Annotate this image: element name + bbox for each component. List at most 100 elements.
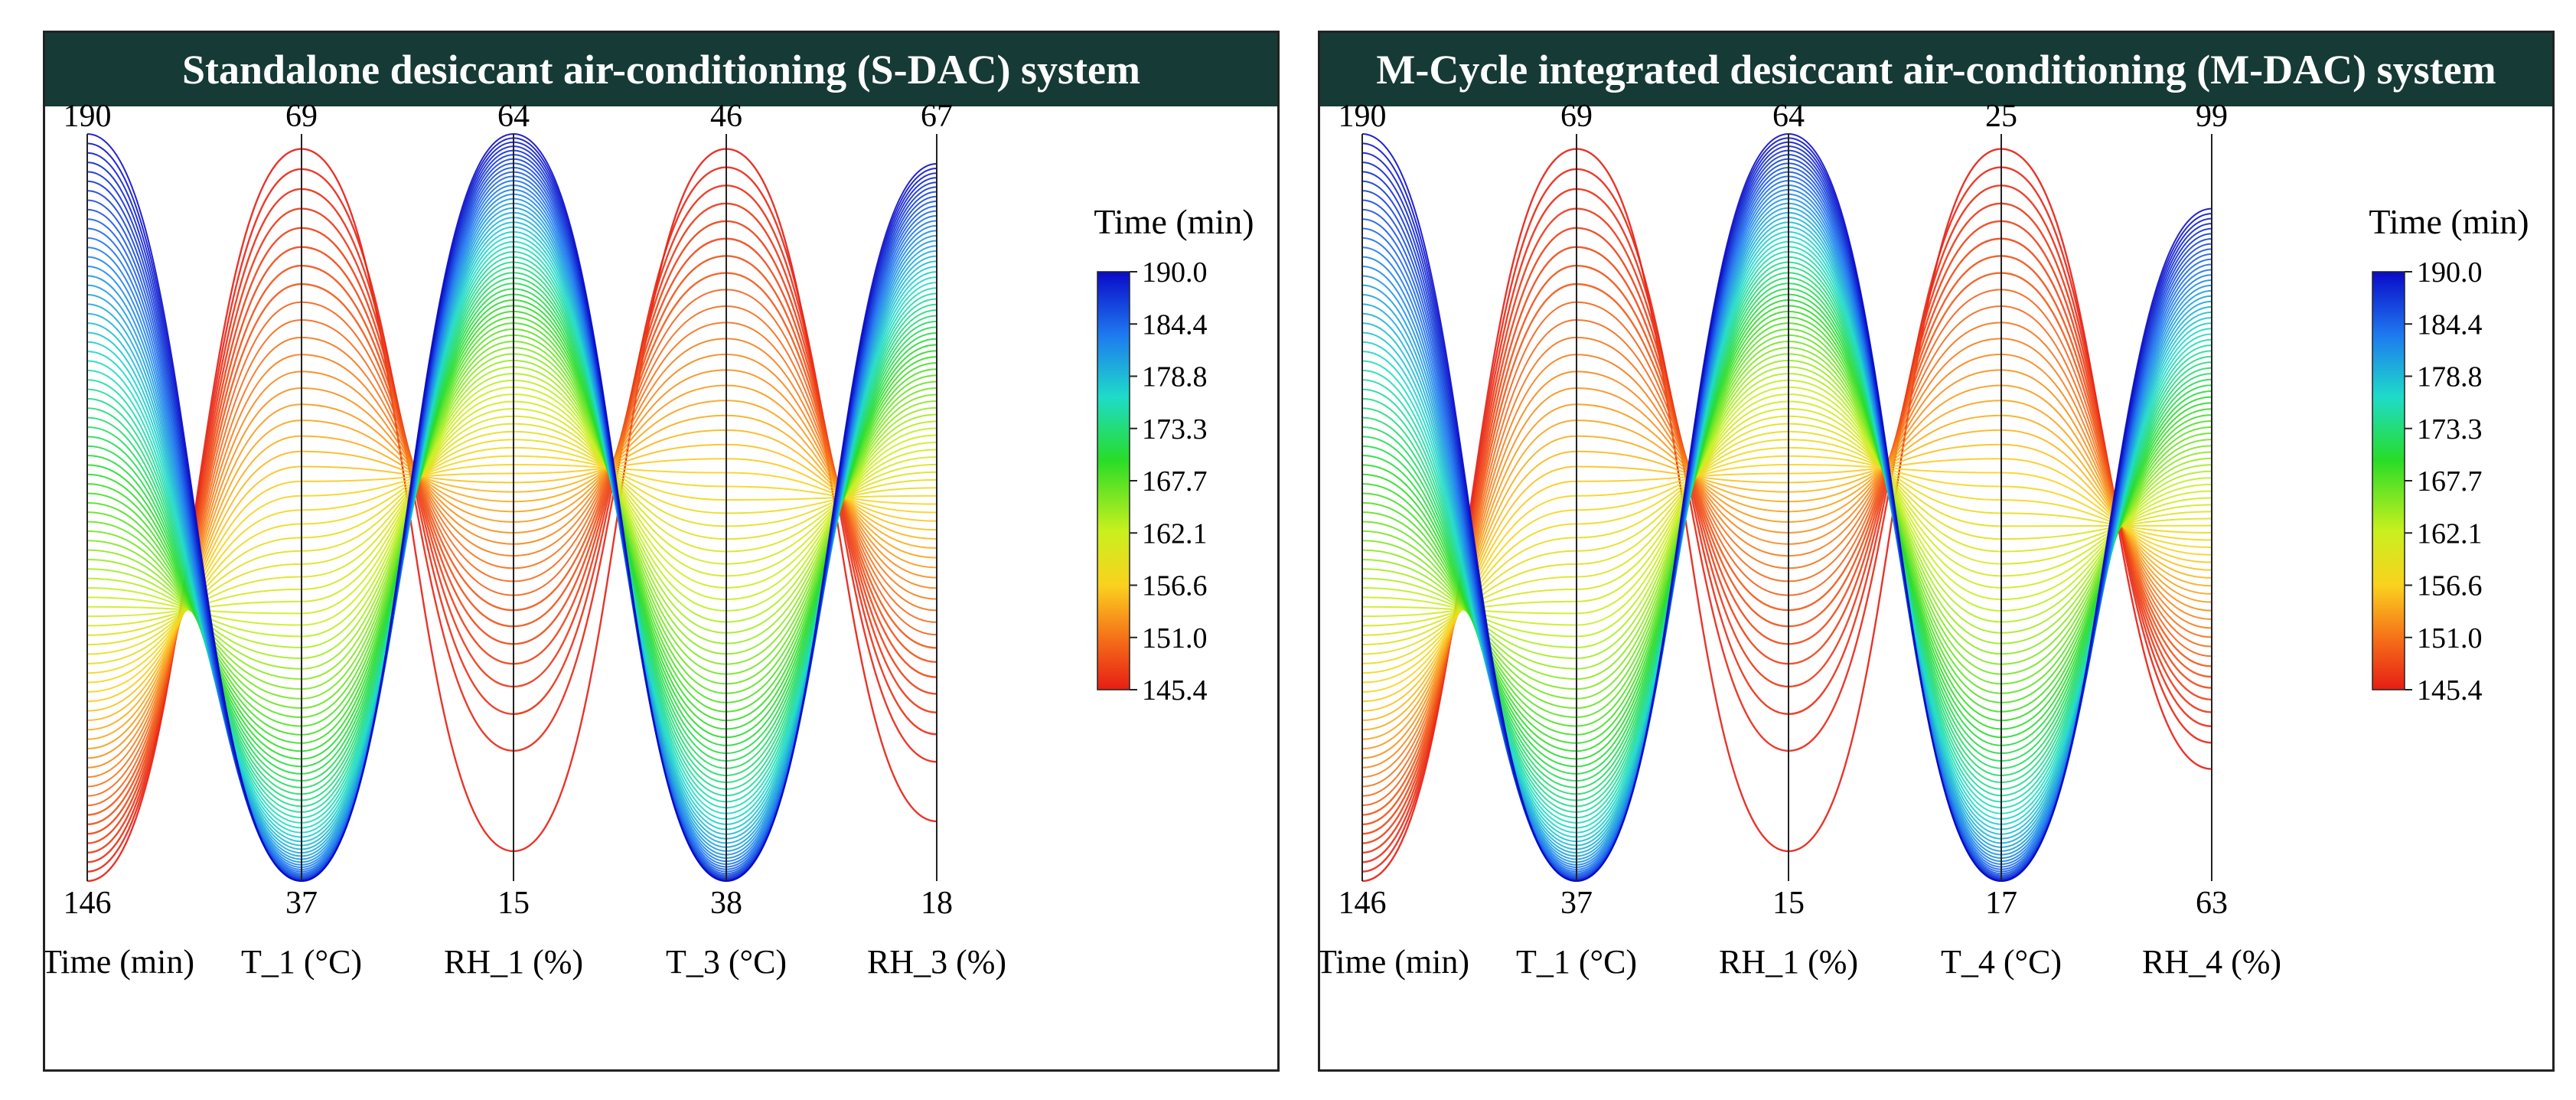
series-line: [86, 379, 937, 638]
colorbar-tick-label: 162.1: [2417, 517, 2483, 550]
axis-max-label: 69: [285, 99, 318, 134]
series-line: [1361, 366, 2212, 659]
series-line: [86, 272, 937, 816]
chart-title: Standalone desiccant air-conditioning (S…: [45, 33, 1277, 106]
series-line: [86, 237, 937, 835]
series-line: [86, 338, 937, 778]
colorbar-tick-label: 173.3: [1142, 413, 1208, 446]
colorbar-tick-label: 178.8: [1142, 361, 1208, 393]
series-line: [1361, 429, 2212, 721]
series-line: [86, 310, 937, 744]
series-line: [86, 246, 937, 824]
series-line: [86, 359, 937, 670]
colorbar-tick-label: 162.1: [1142, 517, 1208, 550]
series-line: [86, 369, 937, 759]
series-line: [1361, 175, 2212, 874]
axis-title: T_1 (°C): [1516, 943, 1637, 981]
series-line: [86, 446, 937, 674]
series-line: [1361, 430, 2212, 655]
series-line: [86, 256, 937, 813]
colorbar-gradient: [2372, 271, 2405, 690]
axis-min-label: 15: [1772, 886, 1805, 921]
series-line: [1361, 255, 2212, 826]
series-line: [1361, 393, 2212, 615]
colorbar-tick-label: 190.0: [1142, 256, 1208, 289]
chart-title: M-Cycle integrated desiccant air-conditi…: [1320, 33, 2552, 106]
series-line: [86, 429, 937, 721]
colorbar-tick-label: 167.7: [2417, 465, 2483, 498]
series-line: [1361, 322, 2212, 788]
colorbar-tick-label: 173.3: [2417, 413, 2483, 446]
series-line: [1361, 202, 2212, 854]
series-line: [86, 373, 937, 648]
series-line: [86, 455, 937, 684]
series-line: [1361, 379, 2212, 638]
series-line: [86, 386, 937, 626]
axis-title: RH_1 (%): [1719, 943, 1858, 981]
axis-title: RH_3 (%): [867, 943, 1006, 981]
axis-max-label: 69: [1560, 99, 1593, 134]
colorbar-tick-label: 190.0: [2417, 256, 2483, 289]
series-line: [1361, 439, 2212, 664]
chart-panel-m-dac: M-Cycle integrated desiccant air-conditi…: [1318, 31, 2555, 1072]
series-line: [1361, 226, 2212, 843]
series-lines: [1361, 132, 2212, 883]
series-line: [1361, 443, 2212, 712]
series-line: [1361, 237, 2212, 835]
series-line: [86, 251, 937, 819]
series-line: [86, 439, 937, 664]
series-line: [86, 384, 937, 750]
axis-title: RH_4 (%): [2142, 943, 2281, 981]
series-line: [1361, 137, 2212, 882]
axis-min-label: 17: [1985, 886, 2017, 921]
colorbar-tick-label: 151.0: [1142, 622, 1208, 654]
axis-max-label: 99: [2196, 99, 2228, 134]
colorbar: Time (min) 190.0 184.4 178.8 173.3 167.7 162.1…: [2369, 202, 2529, 707]
axes: 190 146 Time (min) 69 37 T_1 (°C) 64 15 RH_1 (%)…: [45, 99, 1006, 981]
colorbar: Time (min) 190.0 184.4 178.8 173.3 167.7 162.1…: [1094, 202, 1254, 707]
axis-min-label: 18: [921, 886, 953, 921]
series-line: [86, 220, 937, 844]
parallel-coordinates-plot: 190 146 Time (min) 69 37 T_1 (°C) 64 15 RH_1 (%)…: [45, 99, 1254, 981]
axis-max-label: 46: [710, 99, 742, 134]
series-line: [1361, 220, 2212, 844]
series-line: [1361, 184, 2212, 863]
series-line: [86, 184, 937, 863]
colorbar-gradient: [1097, 271, 1130, 690]
series-line: [1361, 414, 2212, 731]
series-line: [86, 322, 937, 788]
series-line: [86, 305, 937, 797]
series-line: [1361, 184, 2212, 870]
series-line: [1361, 148, 2212, 883]
series-line: [1361, 354, 2212, 769]
series-line: [1361, 338, 2212, 778]
series-line: [86, 184, 937, 870]
series-line: [1361, 446, 2212, 674]
axis-max-label: 25: [1985, 99, 2017, 134]
series-line: [1361, 305, 2212, 797]
colorbar-tick-label: 151.0: [2417, 622, 2483, 654]
axis-max-label: 190: [64, 99, 112, 134]
colorbar-tick-label: 178.8: [2417, 361, 2483, 393]
axis-max-label: 64: [497, 99, 530, 134]
series-line: [86, 255, 937, 826]
series-line: [1361, 154, 2212, 880]
axis-max-label: 190: [1339, 99, 1387, 134]
axis-min-label: 146: [64, 886, 112, 921]
colorbar-tick-label: 184.4: [1142, 308, 1208, 341]
series-line: [86, 137, 937, 882]
axis-min-label: 37: [1560, 886, 1593, 921]
series-line: [86, 393, 937, 615]
series-line: [86, 221, 937, 847]
series-line: [86, 202, 937, 854]
parallel-coordinates-plot: 190 146 Time (min) 69 37 T_1 (°C) 64 15 RH_1 (%)…: [1320, 99, 2529, 981]
colorbar-title: Time (min): [2369, 202, 2529, 241]
axis-title: Time (min): [1320, 943, 1469, 981]
axis-min-label: 146: [1339, 886, 1387, 921]
series-line: [86, 289, 937, 807]
colorbar-tick-label: 145.4: [2417, 674, 2483, 707]
series-line: [86, 347, 937, 690]
series-line: [86, 400, 937, 740]
colorbar-tick-label: 156.6: [1142, 570, 1208, 602]
series-line: [86, 443, 937, 712]
